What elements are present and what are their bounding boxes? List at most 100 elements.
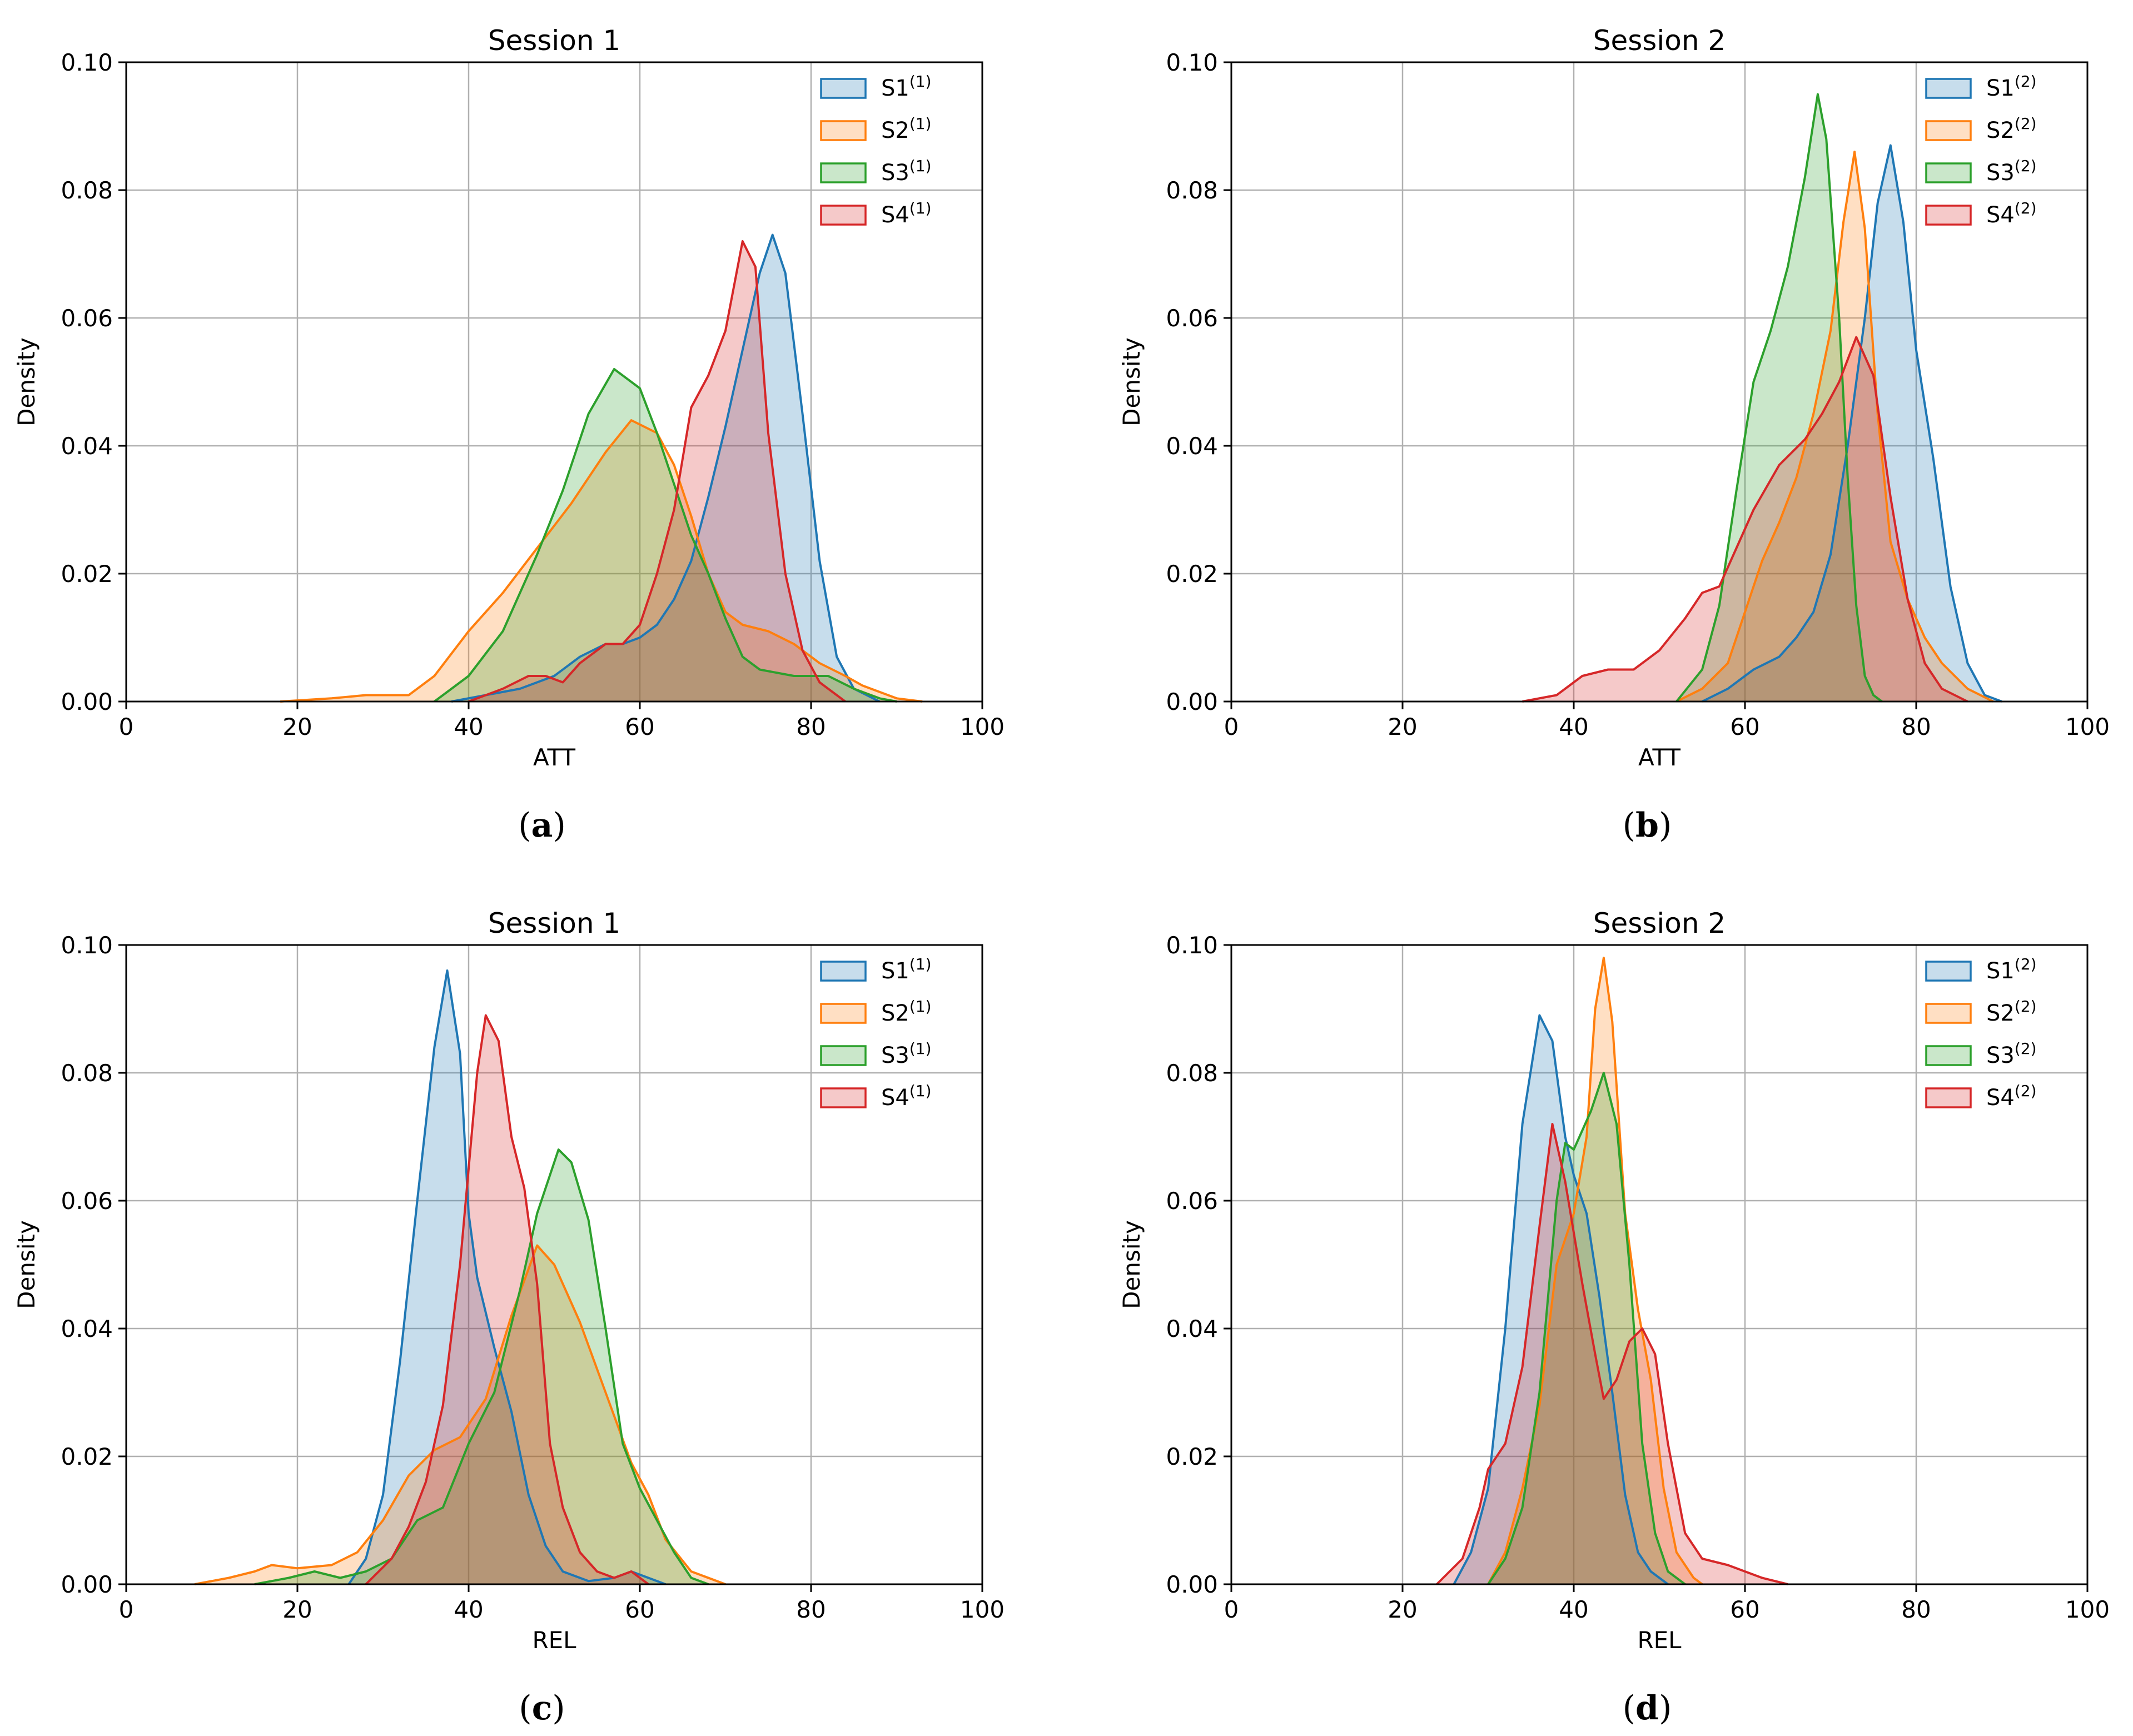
- x-tick-label: 0: [119, 713, 134, 740]
- legend-label-s1: S1(1): [881, 955, 932, 984]
- density-line-s2: [1675, 151, 1994, 703]
- legend-swatch-s2: [1925, 1003, 1972, 1024]
- y-tick-label: 0.04: [1166, 432, 1218, 460]
- x-tick-label: 20: [1388, 1596, 1417, 1623]
- y-axis-label: Density: [1118, 337, 1145, 426]
- x-tick-label: 20: [282, 713, 312, 740]
- density-area-s1: [349, 971, 666, 1584]
- x-tick-label: 40: [454, 713, 483, 740]
- legend-label-s4: S4(1): [881, 199, 932, 228]
- axes-frame: [1230, 944, 2089, 1585]
- density-area-s3: [255, 1150, 709, 1584]
- legend-label-s3: S3(1): [881, 157, 932, 186]
- y-tick-label: 0.04: [61, 432, 113, 460]
- legend-label-s2: S2(2): [1986, 115, 2037, 143]
- y-tick-label: 0.00: [1166, 688, 1218, 715]
- legend: S1(1) S2(1) S3(1) S4(1): [820, 72, 932, 228]
- y-tick-label: 0.08: [1166, 177, 1218, 204]
- y-tick-label: 0.08: [1166, 1059, 1218, 1087]
- x-tick-label: 0: [1224, 1596, 1239, 1623]
- x-tick-label: 20: [1388, 713, 1417, 740]
- density-area-s1: [1454, 1015, 1668, 1584]
- y-tick-label: 0.06: [1166, 305, 1218, 332]
- y-tick-label: 0.08: [61, 177, 113, 204]
- density-line-s1: [451, 233, 881, 703]
- x-axis-label: REL: [532, 1626, 576, 1654]
- legend-label-s3: S3(1): [881, 1039, 932, 1068]
- x-tick-label: 20: [282, 1596, 312, 1623]
- density-line-s4: [1436, 1123, 1788, 1585]
- legend-swatch-s4: [1925, 205, 1972, 226]
- y-tick-label: 0.10: [1166, 932, 1218, 959]
- density-area-s1: [1702, 145, 2002, 702]
- x-tick-label: 80: [1901, 1596, 1931, 1623]
- density-area-s2: [195, 1245, 725, 1584]
- y-tick-label: 0.02: [61, 1443, 113, 1470]
- x-tick-label: 100: [960, 713, 1005, 740]
- density-line-s1: [1702, 144, 2002, 703]
- legend-swatch-s2: [820, 1003, 867, 1024]
- density-line-s3: [1675, 93, 1883, 703]
- axes-frame: [125, 944, 983, 1585]
- legend-swatch-s1: [1925, 961, 1972, 982]
- x-tick-label: 40: [454, 1596, 483, 1623]
- density-area-s4: [366, 1015, 649, 1584]
- density-line-s4: [365, 1014, 649, 1585]
- density-area-s4: [1436, 1124, 1788, 1584]
- y-tick-label: 0.00: [61, 688, 113, 715]
- density-area-s2: [280, 420, 923, 702]
- x-tick-label: 60: [625, 1596, 654, 1623]
- legend-swatch-s1: [820, 961, 867, 982]
- y-tick-label: 0.00: [1166, 1571, 1218, 1598]
- legend-label-s3: S3(2): [1986, 157, 2037, 186]
- legend-swatch-s1: [1925, 78, 1972, 99]
- legend-label-s3: S3(2): [1986, 1039, 2037, 1068]
- legend-label-s2: S2(1): [881, 115, 932, 143]
- legend: S1(2) S2(2) S3(2) S4(2): [1925, 72, 2037, 228]
- y-tick-label: 0.02: [61, 560, 113, 588]
- x-tick-label: 40: [1559, 713, 1588, 740]
- y-tick-label: 0.06: [1166, 1187, 1218, 1215]
- legend-label-s2: S2(1): [881, 997, 932, 1026]
- panel-title: Session 2: [1593, 907, 1726, 939]
- y-tick-label: 0.10: [61, 932, 113, 959]
- panel-caption: (b): [1623, 806, 1672, 845]
- y-tick-label: 0.00: [61, 1571, 113, 1598]
- y-axis-label: Density: [13, 1220, 40, 1309]
- y-tick-label: 0.02: [1166, 1443, 1218, 1470]
- x-tick-label: 80: [796, 713, 826, 740]
- legend-swatch-s3: [1925, 1045, 1972, 1066]
- legend: S1(2) S2(2) S3(2) S4(2): [1925, 955, 2037, 1111]
- panel-caption: (c): [519, 1689, 565, 1728]
- axes-frame: [1230, 61, 2089, 703]
- panel-title: Session 1: [488, 24, 620, 57]
- legend-swatch-s4: [820, 1087, 867, 1108]
- legend: S1(1) S2(1) S3(1) S4(1): [820, 955, 932, 1111]
- density-line-s3: [1487, 1072, 1686, 1585]
- density-line-s4: [468, 240, 846, 703]
- panel-b: 0 20 40 60 80 100 0.00 0.02 0.04 0.06 0.08 0.10 Sess…: [1118, 24, 2110, 845]
- density-area-s3: [1488, 1073, 1685, 1584]
- y-tick-label: 0.10: [1166, 49, 1218, 76]
- x-tick-label: 80: [1901, 713, 1931, 740]
- y-axis-label: Density: [13, 337, 40, 426]
- density-area-s2: [1676, 152, 1993, 702]
- x-tick-label: 0: [1224, 713, 1239, 740]
- y-tick-label: 0.10: [61, 49, 113, 76]
- density-line-s3: [434, 368, 897, 703]
- legend-swatch-s2: [1925, 120, 1972, 141]
- y-tick-label: 0.02: [1166, 560, 1218, 588]
- legend-label-s1: S1(1): [881, 72, 932, 101]
- density-area-s1: [451, 235, 880, 702]
- y-tick-label: 0.06: [61, 305, 113, 332]
- legend-label-s2: S2(2): [1986, 997, 2037, 1026]
- panel-title: Session 2: [1593, 24, 1726, 57]
- density-line-s1: [347, 969, 666, 1585]
- density-area-s3: [434, 369, 897, 702]
- y-tick-label: 0.08: [61, 1059, 113, 1087]
- x-tick-label: 80: [796, 1596, 826, 1623]
- density-line-s2: [280, 419, 923, 703]
- legend-label-s4: S4(2): [1986, 1082, 2037, 1111]
- x-tick-label: 60: [625, 713, 654, 740]
